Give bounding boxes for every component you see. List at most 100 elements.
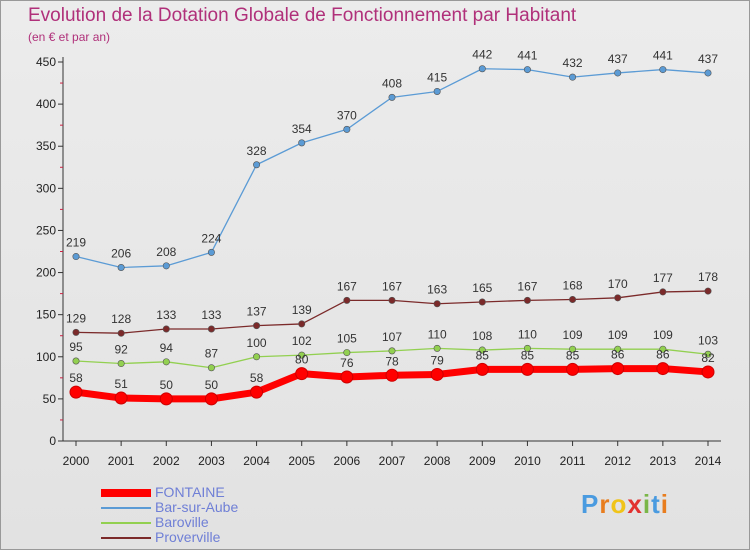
data-point-fontaine <box>250 385 264 399</box>
data-label-proverville: 178 <box>698 270 718 284</box>
data-point-proverville <box>478 298 486 306</box>
data-label-fontaine: 58 <box>250 371 264 385</box>
data-point-proverville <box>388 296 396 304</box>
data-point-proverville <box>569 296 577 304</box>
legend-swatch <box>101 521 151 524</box>
data-point-bar-sur-aube <box>298 139 306 147</box>
legend-label: Bar-sur-Aube <box>155 499 239 515</box>
x-tick-label: 2008 <box>424 454 451 468</box>
legend-item-bar-sur-aube: Bar-sur-Aube <box>101 500 238 515</box>
legend-swatch <box>101 506 151 509</box>
x-tick-label: 2013 <box>650 454 677 468</box>
legend: FONTAINE Bar-sur-Aube Baroville Proverville <box>101 485 238 545</box>
legend-item-proverville: Proverville <box>101 530 238 545</box>
data-label-proverville: 168 <box>563 279 583 293</box>
data-label-proverville: 170 <box>608 277 628 291</box>
data-point-proverville <box>523 296 531 304</box>
data-label-fontaine: 85 <box>566 348 580 362</box>
data-label-baroville: 100 <box>247 336 267 350</box>
data-point-bar-sur-aube <box>523 66 531 74</box>
data-label-baroville: 105 <box>337 332 357 346</box>
x-tick-label: 2005 <box>288 454 315 468</box>
data-label-bar-sur-aube: 219 <box>66 236 86 250</box>
logo-letter: P <box>581 489 600 519</box>
x-tick-label: 2003 <box>198 454 225 468</box>
data-point-proverville <box>433 300 441 308</box>
data-label-fontaine: 82 <box>701 351 715 365</box>
y-tick-label: 100 <box>36 350 56 364</box>
data-label-bar-sur-aube: 432 <box>563 56 583 70</box>
data-label-proverville: 129 <box>66 311 86 325</box>
data-point-proverville <box>659 288 667 296</box>
data-point-bar-sur-aube <box>659 66 667 74</box>
legend-label: Proverville <box>155 529 221 545</box>
legend-label: FONTAINE <box>155 484 225 500</box>
data-label-bar-sur-aube: 441 <box>517 49 537 63</box>
data-label-fontaine: 86 <box>611 348 625 362</box>
data-label-baroville: 87 <box>205 347 219 361</box>
x-tick-label: 2014 <box>695 454 722 468</box>
data-label-bar-sur-aube: 208 <box>156 245 176 259</box>
data-label-baroville: 109 <box>563 328 583 342</box>
data-point-proverville <box>614 294 622 302</box>
chart-subtitle: (en € et par an) <box>28 30 111 44</box>
data-point-bar-sur-aube <box>253 161 261 169</box>
y-tick-label: 150 <box>36 308 56 322</box>
x-tick-label: 2007 <box>379 454 406 468</box>
data-label-bar-sur-aube: 328 <box>247 144 267 158</box>
data-point-bar-sur-aube <box>704 69 712 77</box>
y-tick-label: 450 <box>36 55 56 69</box>
data-label-proverville: 163 <box>427 283 447 297</box>
legend-swatch <box>101 488 151 497</box>
y-tick-label: 250 <box>36 223 56 237</box>
y-tick-label: 200 <box>36 266 56 280</box>
data-label-bar-sur-aube: 354 <box>292 122 312 136</box>
data-point-bar-sur-aube <box>117 264 125 272</box>
data-label-baroville: 94 <box>160 341 174 355</box>
y-tick-label: 0 <box>49 434 56 448</box>
data-point-baroville <box>298 351 306 359</box>
x-tick-label: 2000 <box>63 454 90 468</box>
data-label-proverville: 133 <box>156 308 176 322</box>
data-label-fontaine: 58 <box>69 371 83 385</box>
data-point-fontaine <box>611 362 625 376</box>
data-label-fontaine: 79 <box>430 353 444 367</box>
data-point-proverville <box>117 329 125 337</box>
data-label-baroville: 102 <box>292 334 312 348</box>
data-label-fontaine: 50 <box>160 378 174 392</box>
data-label-proverville: 165 <box>472 281 492 295</box>
x-tick-label: 2011 <box>560 454 586 468</box>
data-point-baroville <box>659 345 667 353</box>
data-point-bar-sur-aube <box>343 125 351 133</box>
logo-letter: i <box>660 489 669 519</box>
data-label-bar-sur-aube: 415 <box>427 70 447 84</box>
data-point-baroville <box>523 344 531 352</box>
x-tick-label: 2012 <box>604 454 631 468</box>
x-tick-label: 2002 <box>153 454 180 468</box>
data-label-bar-sur-aube: 441 <box>653 49 673 63</box>
x-tick-label: 2004 <box>243 454 270 468</box>
data-point-fontaine <box>566 362 580 376</box>
logo-letter: r <box>599 489 611 519</box>
data-label-baroville: 108 <box>472 329 492 343</box>
data-label-baroville: 103 <box>698 333 718 347</box>
data-label-bar-sur-aube: 408 <box>382 76 402 90</box>
x-tick-label: 2001 <box>108 454 135 468</box>
data-point-proverville <box>343 296 351 304</box>
data-label-baroville: 107 <box>382 330 402 344</box>
data-point-fontaine <box>340 370 354 384</box>
x-tick-label: 2010 <box>514 454 541 468</box>
data-point-fontaine <box>385 368 399 382</box>
y-tick-label: 400 <box>36 97 56 111</box>
chart-title: Evolution de la Dotation Globale de Fonc… <box>28 5 577 26</box>
x-tick-label: 2006 <box>334 454 361 468</box>
data-label-proverville: 128 <box>111 312 131 326</box>
data-point-bar-sur-aube <box>478 65 486 73</box>
data-point-baroville <box>117 360 125 368</box>
data-point-baroville <box>614 345 622 353</box>
data-point-proverville <box>253 322 261 330</box>
data-label-baroville: 110 <box>518 327 537 341</box>
data-point-fontaine <box>114 391 128 405</box>
proxiti-logo: Proxiti <box>581 489 669 520</box>
